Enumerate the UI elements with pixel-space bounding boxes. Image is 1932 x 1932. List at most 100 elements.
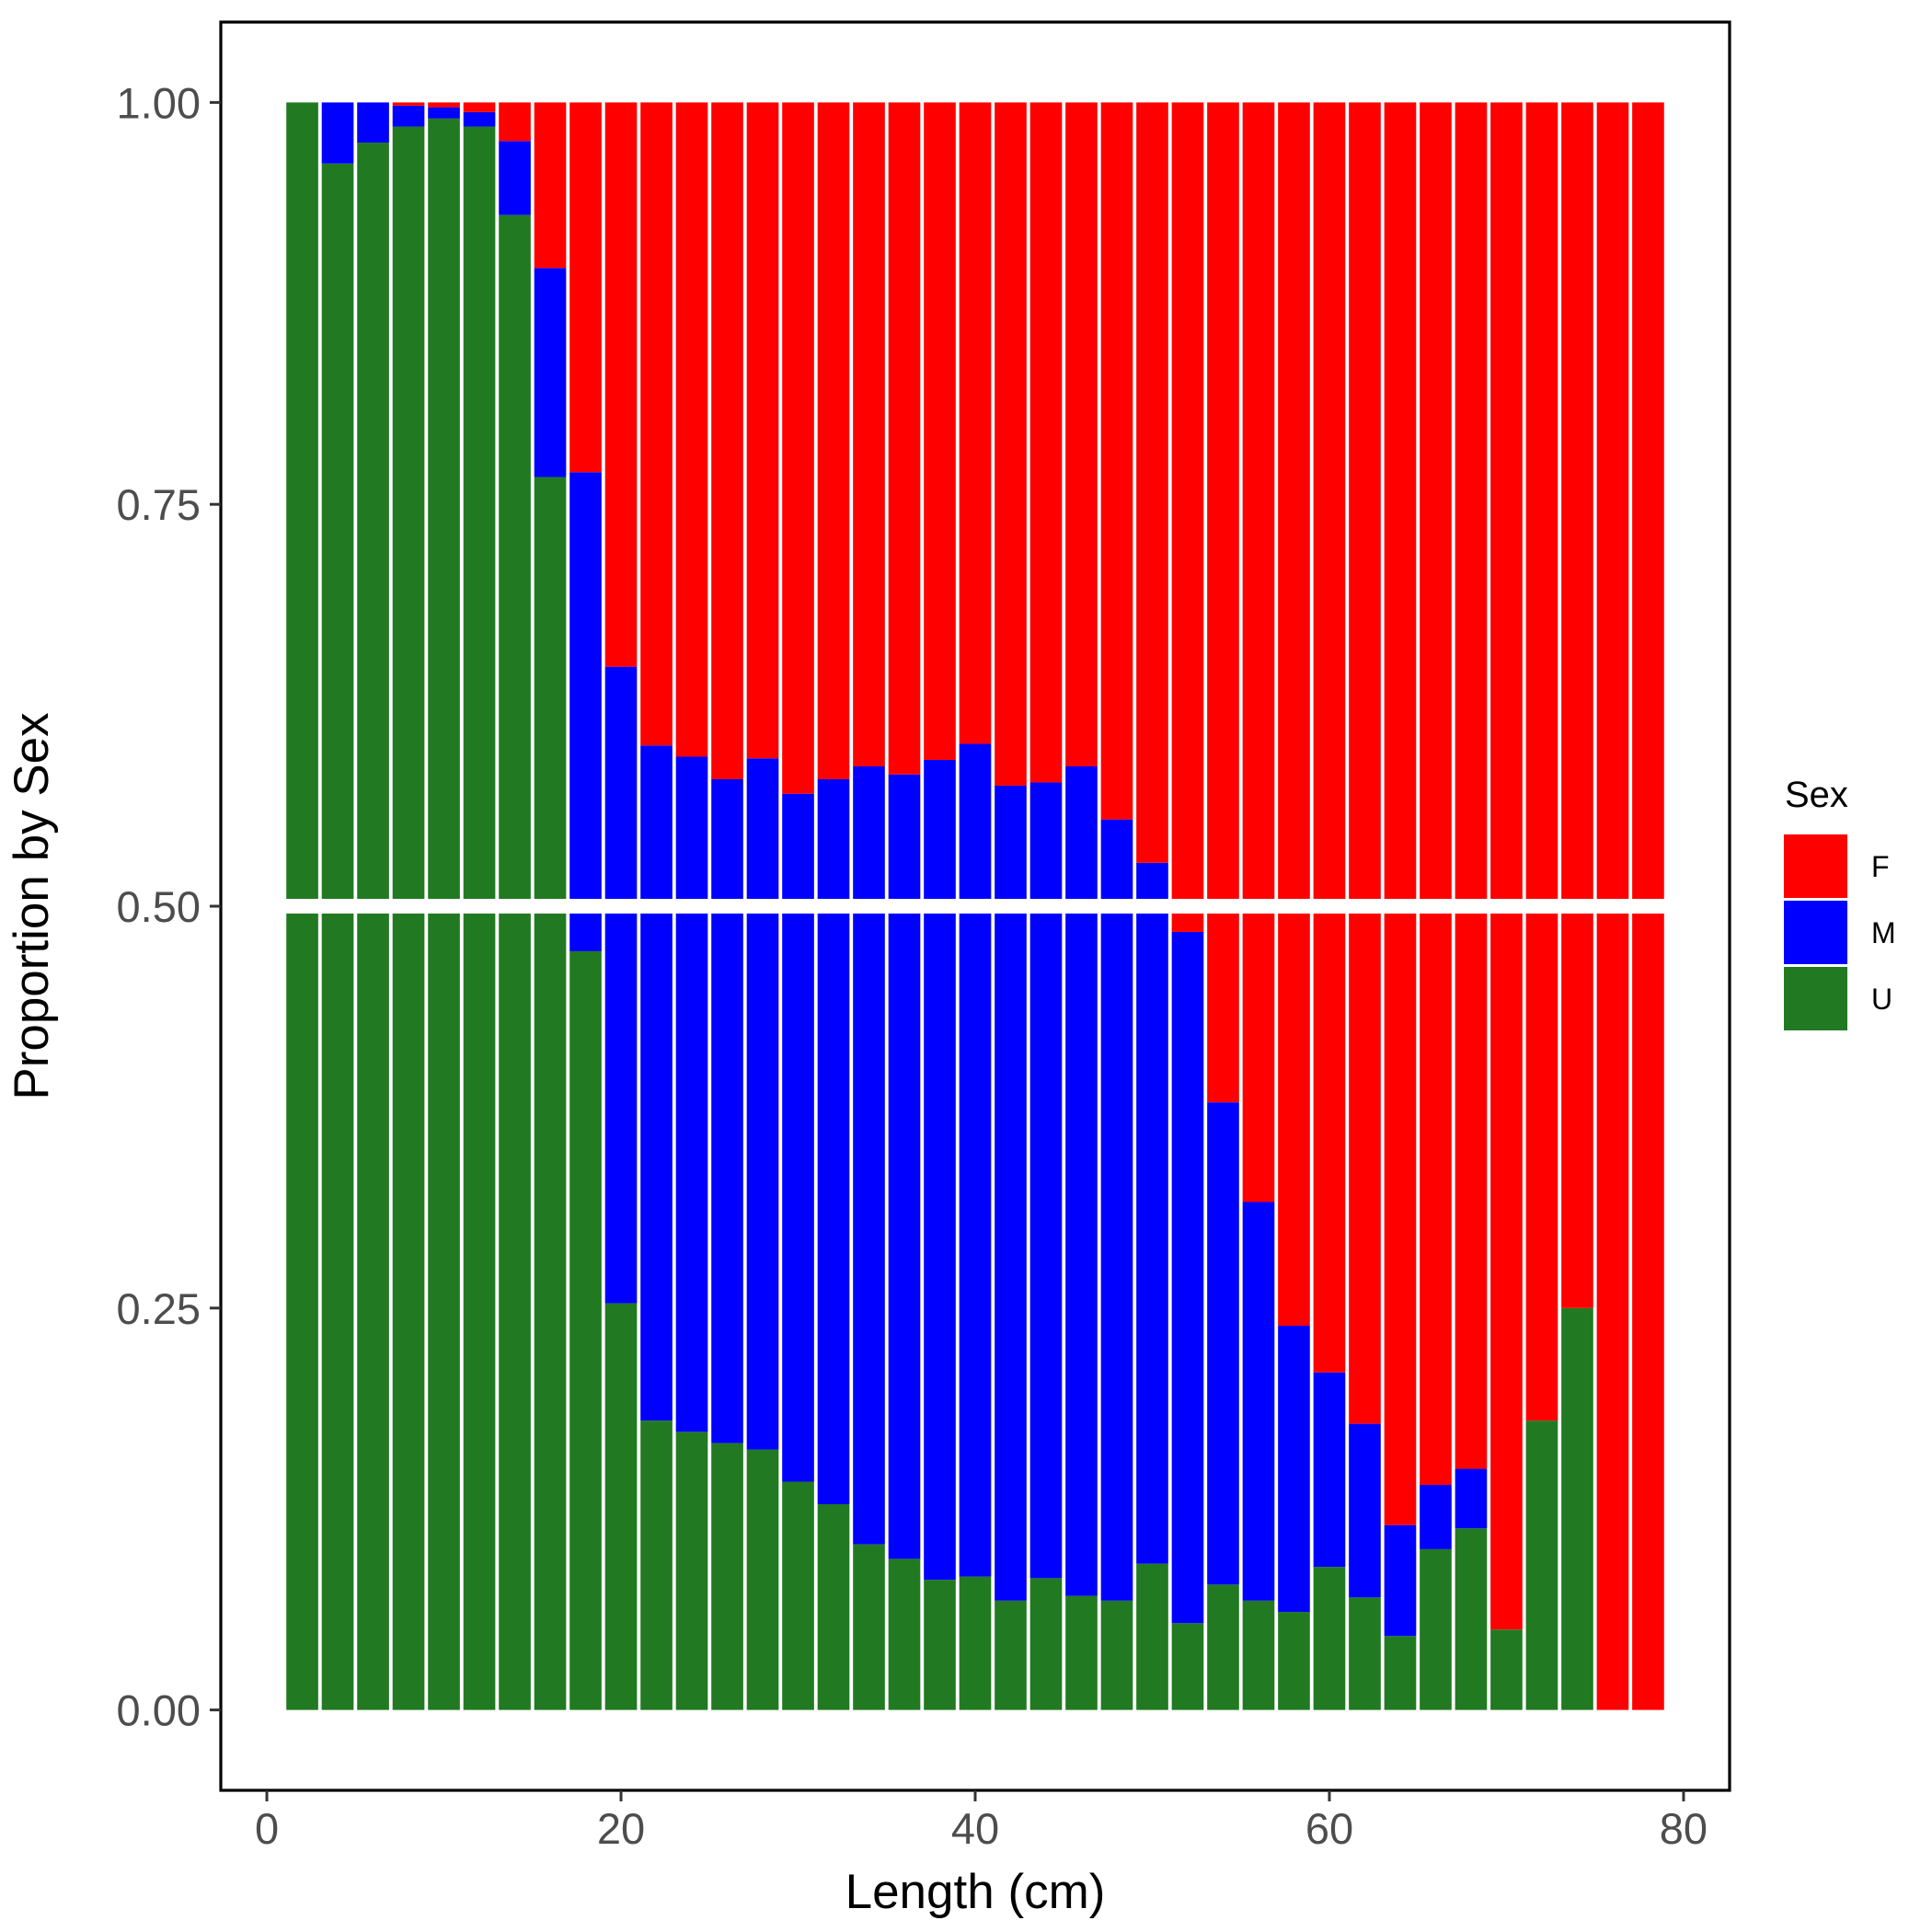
bar-U-58 — [1278, 1612, 1310, 1710]
x-tick-label: 40 — [951, 1804, 999, 1853]
bar-F-22 — [640, 102, 673, 746]
bar-F-40 — [959, 102, 992, 744]
bar-M-58 — [1278, 1326, 1310, 1613]
bar-F-44 — [1029, 102, 1063, 783]
bar-F-14 — [499, 102, 531, 142]
bar-F-28 — [746, 102, 779, 759]
bar-M-68 — [1455, 1468, 1488, 1529]
bar-F-58 — [1278, 102, 1310, 1327]
bar-U-44 — [1029, 1578, 1063, 1710]
bar-U-34 — [853, 1544, 885, 1710]
bar-F-60 — [1313, 102, 1346, 1373]
bar-F-68 — [1455, 102, 1488, 1469]
bar-U-24 — [675, 1432, 708, 1710]
bar-U-42 — [995, 1600, 1027, 1710]
bar-M-60 — [1313, 1372, 1346, 1568]
legend-key-F — [1784, 834, 1847, 898]
legend-label-U: U — [1871, 983, 1892, 1016]
bar-U-46 — [1065, 1595, 1098, 1710]
bar-U-16 — [534, 477, 567, 1710]
bar-M-62 — [1349, 1423, 1381, 1598]
bar-M-54 — [1207, 1102, 1239, 1585]
bar-M-26 — [711, 778, 743, 1443]
y-axis: 0.00 0.25 0.50 0.75 1.00 — [117, 78, 221, 1735]
y-tick-label: 0.00 — [117, 1686, 201, 1735]
bar-F-74 — [1561, 102, 1593, 1308]
bar-M-50 — [1136, 862, 1168, 1564]
bar-U-62 — [1349, 1597, 1381, 1710]
bar-M-56 — [1242, 1202, 1275, 1601]
bar-M-42 — [995, 785, 1027, 1601]
bar-F-18 — [569, 102, 602, 473]
bar-F-36 — [888, 102, 921, 775]
bar-U-10 — [428, 118, 460, 1710]
bar-F-52 — [1171, 102, 1204, 932]
x-tick-label: 0 — [255, 1804, 279, 1853]
bar-M-20 — [604, 666, 638, 1304]
bar-F-46 — [1065, 102, 1098, 766]
x-axis-title: Length (cm) — [845, 1865, 1106, 1919]
bar-F-12 — [463, 102, 496, 112]
bar-U-70 — [1490, 1629, 1523, 1710]
y-axis-title: Proportion by Sex — [5, 712, 59, 1099]
divider-line — [224, 899, 1726, 914]
bar-F-72 — [1525, 102, 1558, 1421]
bar-F-70 — [1490, 102, 1523, 1630]
bar-M-16 — [534, 268, 567, 477]
bar-M-52 — [1171, 931, 1204, 1624]
bar-F-10 — [428, 102, 460, 108]
x-tick-label: 80 — [1660, 1804, 1708, 1853]
bar-U-18 — [569, 950, 602, 1710]
y-tick-label: 0.50 — [117, 882, 201, 931]
bar-F-42 — [995, 102, 1027, 786]
bar-U-50 — [1136, 1563, 1168, 1710]
bar-U-6 — [357, 143, 389, 1710]
legend-label-F: F — [1871, 850, 1890, 883]
bar-F-8 — [392, 102, 425, 106]
bar-M-10 — [428, 107, 460, 119]
bar-U-60 — [1313, 1567, 1346, 1710]
bar-F-62 — [1349, 102, 1381, 1424]
bar-U-40 — [959, 1576, 992, 1710]
bar-U-64 — [1384, 1636, 1417, 1710]
bar-F-26 — [711, 102, 743, 779]
bar-M-14 — [499, 141, 531, 215]
bar-M-12 — [463, 111, 496, 127]
bar-U-52 — [1171, 1623, 1204, 1710]
bar-U-4 — [321, 163, 354, 1710]
bar-F-24 — [675, 102, 708, 757]
bar-F-56 — [1242, 102, 1275, 1202]
legend-items: FM U — [1784, 834, 1896, 1030]
bar-U-72 — [1525, 1420, 1558, 1710]
bar-M-6 — [357, 102, 389, 144]
bar-F-16 — [534, 102, 567, 269]
bar-M-22 — [640, 745, 673, 1421]
bar-U-56 — [1242, 1600, 1275, 1710]
bar-U-66 — [1420, 1548, 1452, 1710]
bar-U-26 — [711, 1443, 743, 1710]
bar-F-66 — [1420, 102, 1452, 1486]
bar-U-12 — [463, 126, 496, 1710]
bar-U-38 — [924, 1580, 956, 1710]
bar-M-48 — [1100, 819, 1133, 1601]
legend-key-M — [1784, 901, 1847, 964]
bar-U-36 — [888, 1558, 921, 1710]
bar-M-66 — [1420, 1485, 1452, 1549]
bar-U-14 — [499, 214, 531, 1710]
bar-F-20 — [604, 102, 638, 667]
bar-F-50 — [1136, 102, 1168, 863]
y-tick-label: 1.00 — [117, 78, 201, 127]
y-tick-label: 0.25 — [117, 1284, 201, 1333]
bar-M-30 — [782, 793, 814, 1482]
bar-U-68 — [1455, 1528, 1488, 1710]
bar-M-32 — [817, 778, 850, 1504]
y-tick-label: 0.75 — [117, 480, 201, 529]
bar-M-36 — [888, 774, 921, 1559]
bar-F-48 — [1100, 102, 1133, 820]
legend: Sex FM U — [1784, 775, 1896, 1030]
bar-U-22 — [640, 1420, 673, 1710]
bar-F-38 — [924, 102, 956, 760]
bar-M-24 — [675, 756, 708, 1432]
legend-key-U — [1784, 967, 1847, 1030]
bar-F-32 — [817, 102, 850, 779]
